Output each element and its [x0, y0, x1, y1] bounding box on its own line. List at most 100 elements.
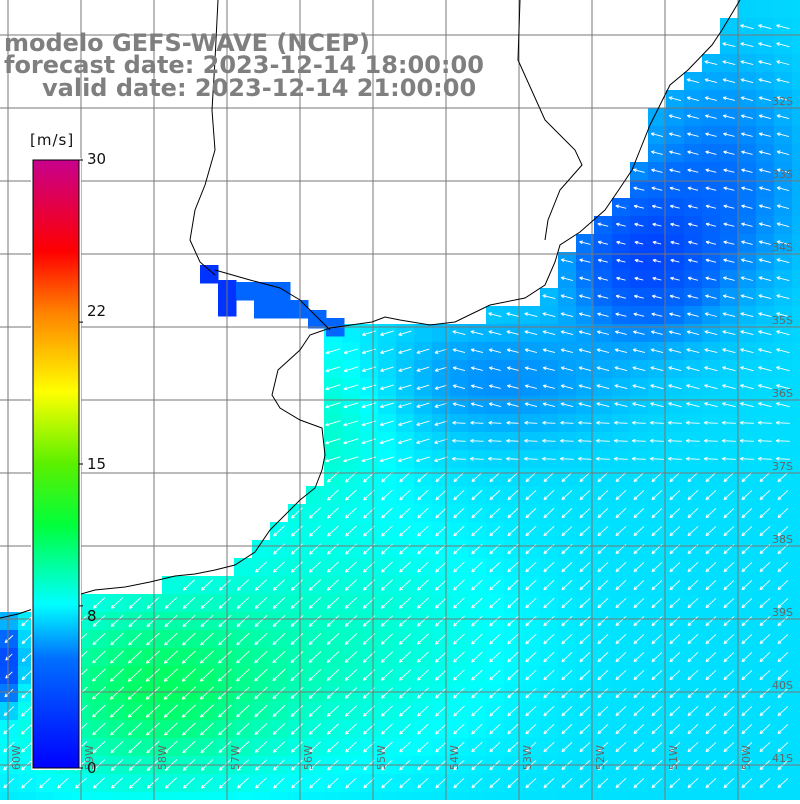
speed-cell — [792, 594, 800, 613]
speed-cell — [254, 300, 273, 319]
longitude-label: 56W — [302, 745, 315, 770]
speed-cell — [792, 18, 800, 37]
speed-cell — [540, 792, 559, 800]
colorbar — [31, 158, 83, 770]
speed-cell — [792, 252, 800, 271]
speed-cell — [792, 378, 800, 397]
speed-cell — [792, 720, 800, 739]
speed-cell — [36, 792, 55, 800]
speed-cell — [738, 0, 757, 19]
speed-cell — [792, 774, 800, 793]
speed-cell — [792, 684, 800, 703]
latitude-label: 38S — [772, 533, 793, 546]
speed-cell — [18, 792, 37, 800]
speed-cell — [792, 306, 800, 325]
speed-cell — [306, 792, 325, 800]
speed-cell — [198, 792, 217, 800]
speed-cell — [126, 792, 145, 800]
speed-cell — [612, 792, 631, 800]
speed-cell — [342, 792, 361, 800]
speed-cell — [558, 792, 577, 800]
latitude-label: 35S — [772, 314, 793, 327]
speed-cell — [720, 18, 739, 37]
speed-cell — [792, 126, 800, 145]
speed-cell — [792, 468, 800, 487]
latitude-label: 41S — [772, 752, 793, 765]
speed-cell — [308, 310, 327, 329]
longitude-label: 51W — [667, 745, 680, 770]
colorbar-tick-label: 0 — [87, 759, 97, 777]
speed-cell — [288, 792, 307, 800]
speed-cell — [272, 300, 291, 319]
longitude-label: 54W — [448, 745, 461, 770]
speed-cell — [360, 792, 379, 800]
longitude-label: 60W — [10, 745, 23, 770]
speed-cell — [432, 792, 451, 800]
longitude-label: 52W — [594, 745, 607, 770]
colorbar-tick-label: 15 — [87, 455, 106, 473]
speed-cell — [738, 792, 757, 800]
speed-cell — [234, 558, 253, 577]
speed-cell — [792, 90, 800, 109]
speed-cell — [792, 36, 800, 55]
speed-cell — [648, 792, 667, 800]
speed-cell — [272, 282, 291, 301]
speed-cell — [792, 144, 800, 163]
speed-cell — [702, 792, 721, 800]
speed-cell — [792, 486, 800, 505]
speed-cell — [756, 792, 775, 800]
longitude-label: 53W — [521, 745, 534, 770]
speed-cell — [792, 432, 800, 451]
longitude-label: 55W — [375, 745, 388, 770]
speed-cell — [792, 396, 800, 415]
speed-cell — [270, 792, 289, 800]
speed-cell — [792, 360, 800, 379]
latitude-label: 33S — [772, 168, 793, 181]
speed-cell — [144, 792, 163, 800]
colorbar-tick-label: 22 — [87, 302, 106, 320]
latitude-label: 34S — [772, 241, 793, 254]
border-line — [518, 0, 582, 240]
speed-cell — [324, 792, 343, 800]
speed-cell — [792, 54, 800, 73]
speed-cell — [792, 612, 800, 631]
speed-cell — [792, 216, 800, 235]
speed-cell — [236, 282, 255, 301]
speed-cell — [720, 792, 739, 800]
colorbar-tick-label: 8 — [87, 607, 97, 625]
speed-cell — [792, 666, 800, 685]
latitude-label: 37S — [772, 460, 793, 473]
speed-cell — [486, 792, 505, 800]
speed-cell — [792, 504, 800, 523]
speed-cell — [792, 522, 800, 541]
colorbar-tick-label: 30 — [87, 150, 106, 168]
speed-cell — [162, 792, 181, 800]
speed-cell — [792, 0, 800, 19]
speed-cell — [378, 792, 397, 800]
latitude-label: 40S — [772, 679, 793, 692]
speed-cell — [234, 792, 253, 800]
speed-cell — [792, 234, 800, 253]
speed-cell — [792, 288, 800, 307]
speed-cell — [252, 792, 271, 800]
speed-cell — [684, 792, 703, 800]
speed-cell — [774, 0, 793, 19]
speed-cell — [792, 108, 800, 127]
latitude-label: 36S — [772, 387, 793, 400]
latitude-label: 32S — [772, 95, 793, 108]
speed-cell — [306, 486, 325, 505]
speed-cell — [792, 198, 800, 217]
speed-cell — [216, 792, 235, 800]
speed-cell — [792, 630, 800, 649]
latitude-label: 39S — [772, 606, 793, 619]
longitude-label: 58W — [156, 745, 169, 770]
speed-cell — [792, 270, 800, 289]
speed-cell — [792, 792, 800, 800]
colorbar-unit-label: [m/s] — [30, 131, 74, 149]
speed-cell — [108, 792, 127, 800]
speed-cell — [504, 792, 523, 800]
longitude-label: 50W — [740, 745, 753, 770]
speed-cell — [792, 162, 800, 181]
